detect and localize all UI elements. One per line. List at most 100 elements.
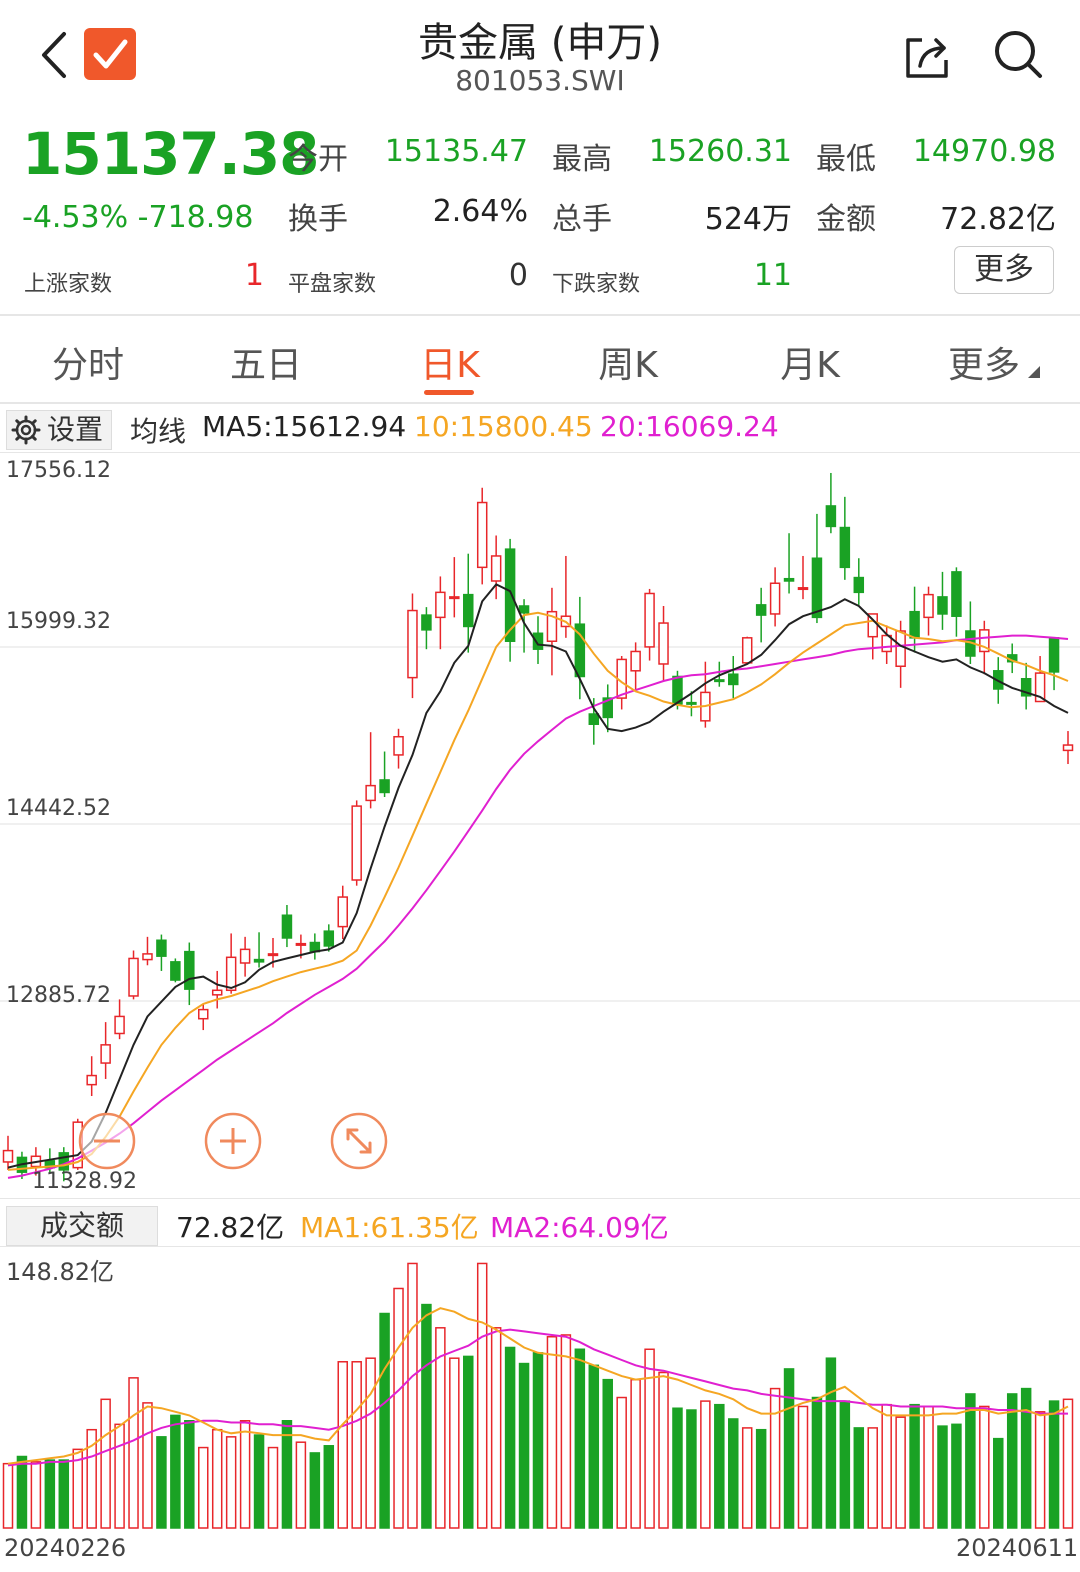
candle-body: [686, 701, 697, 705]
volume-bar: [490, 1327, 502, 1529]
volume-bar: [309, 1452, 321, 1529]
high-label: 最高: [552, 142, 612, 177]
candle-body: [783, 577, 795, 582]
candle-body: [825, 505, 837, 528]
volume-bar: [616, 1396, 627, 1529]
volume-bar: [895, 1416, 906, 1529]
back-arrow-icon[interactable]: [34, 28, 74, 82]
amount-value: 72.82亿: [940, 202, 1056, 237]
y-axis-label: 11328.92: [32, 1169, 137, 1194]
volume-bar: [170, 1414, 181, 1529]
volume-chart[interactable]: [0, 1247, 1080, 1530]
volume-bar: [239, 1420, 251, 1529]
candle-body: [114, 1015, 125, 1035]
divider: [0, 452, 1080, 453]
candle-body: [1034, 672, 1046, 703]
volume-bar: [630, 1378, 641, 1529]
volume-bar: [30, 1461, 42, 1529]
volume-bar: [72, 1448, 83, 1529]
volume-bar: [546, 1335, 558, 1529]
candle-body: [644, 592, 655, 648]
volume-bar: [379, 1312, 390, 1529]
volume-bar: [1006, 1393, 1018, 1529]
candle-body: [630, 650, 641, 672]
ma5-value: MA5:15612.94: [202, 410, 407, 443]
turnover-label: 换手: [288, 202, 348, 237]
settings-label: 设置: [47, 413, 104, 446]
volume-value: 524万: [704, 202, 792, 237]
candle-body: [128, 957, 139, 997]
ma20-value: 20:16069.24: [600, 410, 779, 443]
volume-bar: [156, 1436, 167, 1529]
volume-bar: [574, 1348, 586, 1529]
candle-body: [295, 942, 307, 946]
volume-bar: [783, 1368, 795, 1529]
candle-body: [449, 596, 460, 600]
open-label: 今开: [288, 142, 348, 177]
volume-bar: [2, 1462, 14, 1529]
candle-body: [909, 610, 920, 639]
volume-bar: [407, 1262, 418, 1529]
volume-bar: [532, 1352, 544, 1529]
candle-body: [239, 948, 251, 964]
volume-bar: [337, 1361, 348, 1529]
tab-weekly-k[interactable]: 周K: [598, 345, 658, 386]
candle-body: [728, 673, 739, 686]
volume-bar: [700, 1400, 711, 1529]
zoom-in-icon[interactable]: [204, 1112, 262, 1170]
volume-bar: [909, 1403, 920, 1529]
divider: [0, 1198, 1080, 1199]
down-count-label: 下跌家数: [552, 272, 641, 297]
candle-body: [755, 604, 767, 616]
volume-bar: [1020, 1387, 1032, 1529]
volume-bar: [365, 1357, 376, 1529]
volume-bar: [114, 1423, 125, 1529]
y-axis-label: 15999.32: [6, 609, 111, 634]
volume-bar: [86, 1428, 97, 1529]
more-quote-button[interactable]: 更多: [954, 246, 1054, 294]
volume-bar: [672, 1407, 683, 1529]
volume-bar: [393, 1287, 404, 1529]
volume-type-button[interactable]: 成交额: [6, 1206, 158, 1246]
tab-more[interactable]: 更多: [947, 345, 1020, 386]
candle-body: [602, 697, 613, 719]
volume-bar: [267, 1446, 279, 1529]
volume-bar: [755, 1428, 767, 1529]
candle-body: [253, 958, 265, 963]
y-axis-label: 17556.12: [6, 458, 111, 483]
volume-bar: [1048, 1400, 1060, 1529]
candle-body: [211, 989, 223, 996]
candle-body: [518, 605, 530, 614]
high-value: 15260.31: [648, 134, 792, 169]
zoom-out-icon[interactable]: [78, 1112, 136, 1170]
volume-bar: [686, 1409, 697, 1529]
active-tab-indicator: [424, 390, 474, 395]
candle-body: [1020, 678, 1032, 697]
y-axis-label: 14442.52: [6, 796, 111, 821]
fullscreen-icon[interactable]: [330, 1112, 388, 1170]
volume-bar: [211, 1428, 223, 1529]
tab-monthly-k[interactable]: 月K: [780, 345, 840, 386]
candlestick-chart[interactable]: [0, 453, 1080, 1197]
search-icon[interactable]: [990, 26, 1046, 82]
candle-body: [365, 784, 376, 802]
candle-body: [504, 548, 516, 642]
tab-daily-k[interactable]: 日K: [420, 345, 480, 386]
candle-body: [281, 914, 293, 939]
favorite-check-icon[interactable]: [84, 28, 136, 80]
candle-body: [658, 622, 669, 665]
candle-body: [979, 629, 990, 653]
x-axis-end-date: 20240611: [956, 1534, 1079, 1562]
share-icon[interactable]: [900, 28, 956, 84]
volume-bar: [658, 1371, 669, 1529]
volume-bar: [253, 1434, 265, 1529]
tab-five-day[interactable]: 五日: [229, 345, 302, 386]
tab-intraday[interactable]: 分时: [51, 345, 124, 386]
volume-bar: [504, 1346, 516, 1529]
settings-button[interactable]: 设置: [6, 410, 112, 450]
volume-bar: [602, 1378, 613, 1529]
volume-bar: [728, 1418, 739, 1529]
volume-bar: [923, 1405, 934, 1529]
volume-bar: [323, 1445, 335, 1529]
candle-body: [741, 637, 753, 664]
